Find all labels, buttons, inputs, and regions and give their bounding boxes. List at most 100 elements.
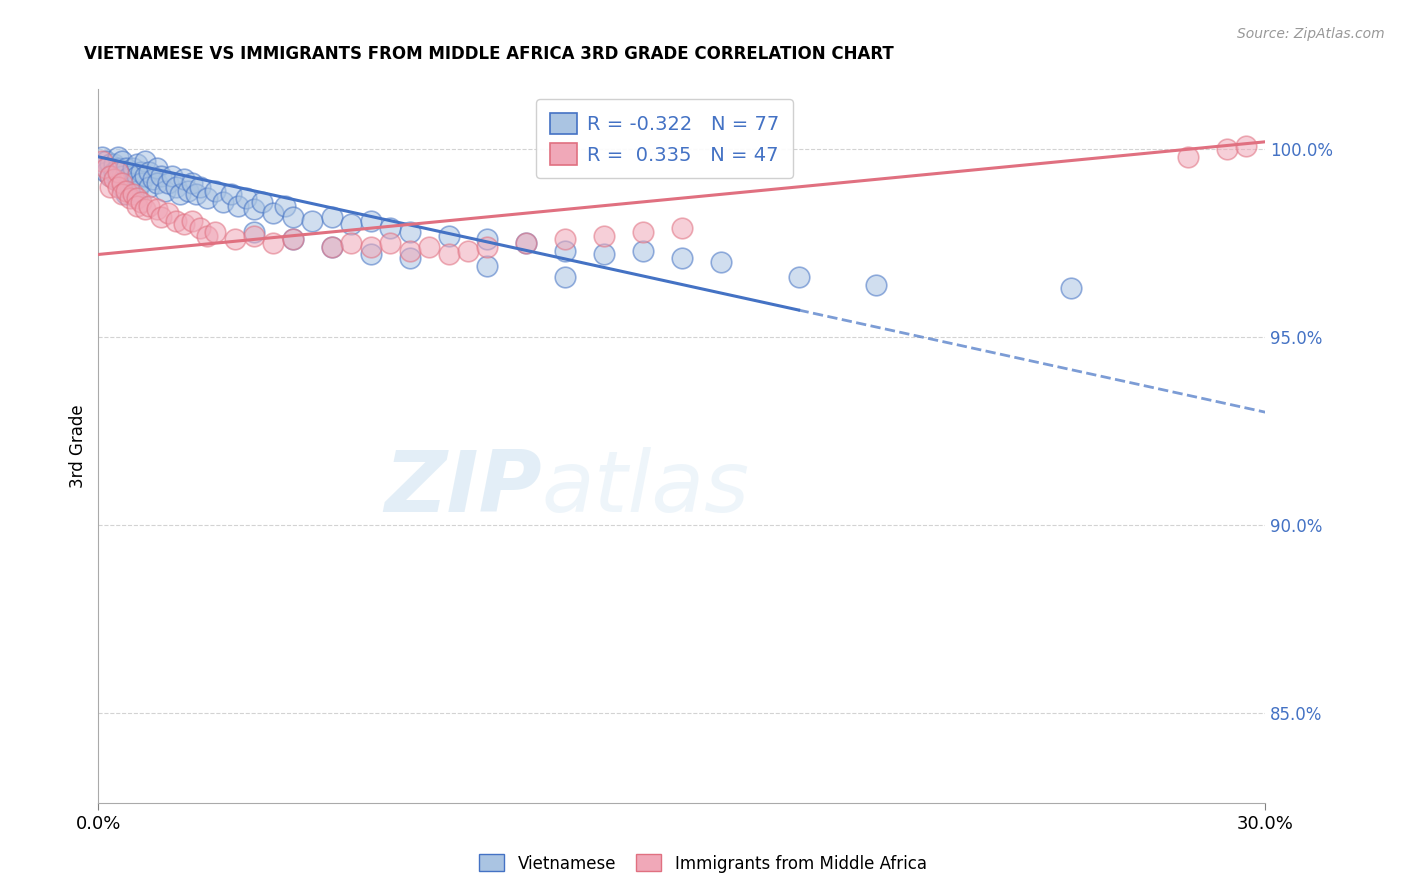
Point bbox=[149, 210, 172, 224]
Point bbox=[243, 228, 266, 243]
Point bbox=[103, 165, 125, 179]
Point bbox=[243, 225, 266, 239]
Point bbox=[103, 157, 125, 171]
Point bbox=[107, 165, 129, 179]
Point bbox=[127, 157, 149, 171]
Point bbox=[138, 179, 160, 194]
Point bbox=[593, 228, 616, 243]
Point bbox=[129, 165, 152, 179]
Point bbox=[114, 161, 136, 175]
Point bbox=[107, 161, 129, 175]
Point bbox=[146, 202, 169, 217]
Point bbox=[593, 247, 616, 261]
Point bbox=[437, 228, 460, 243]
Point bbox=[118, 169, 141, 183]
Point bbox=[1215, 142, 1237, 156]
Point bbox=[554, 270, 576, 285]
Point bbox=[274, 199, 297, 213]
Point bbox=[865, 277, 887, 292]
Point bbox=[103, 172, 125, 186]
Point bbox=[98, 179, 121, 194]
Point bbox=[129, 176, 152, 190]
Point bbox=[138, 165, 160, 179]
Point bbox=[398, 251, 420, 265]
Point bbox=[631, 244, 654, 258]
Point bbox=[134, 202, 156, 217]
Point bbox=[91, 153, 114, 168]
Point bbox=[127, 184, 149, 198]
Point bbox=[127, 191, 149, 205]
Point bbox=[340, 218, 363, 232]
Point bbox=[195, 228, 218, 243]
Legend: R = -0.322   N = 77, R =  0.335   N = 47: R = -0.322 N = 77, R = 0.335 N = 47 bbox=[536, 99, 793, 178]
Point bbox=[165, 179, 187, 194]
Point bbox=[118, 179, 141, 194]
Point bbox=[111, 153, 134, 168]
Point bbox=[1060, 281, 1083, 295]
Point bbox=[262, 206, 284, 220]
Point bbox=[111, 169, 134, 183]
Point bbox=[180, 213, 202, 227]
Y-axis label: 3rd Grade: 3rd Grade bbox=[69, 404, 87, 488]
Point bbox=[360, 240, 382, 254]
Point bbox=[98, 169, 121, 183]
Point bbox=[180, 176, 202, 190]
Point bbox=[142, 172, 165, 186]
Point bbox=[114, 184, 136, 198]
Point bbox=[96, 165, 118, 179]
Point bbox=[129, 194, 152, 209]
Point bbox=[281, 210, 304, 224]
Point bbox=[98, 157, 121, 171]
Point bbox=[111, 179, 134, 194]
Point bbox=[127, 199, 149, 213]
Point bbox=[398, 225, 420, 239]
Point bbox=[184, 187, 207, 202]
Point bbox=[146, 161, 169, 175]
Point bbox=[321, 240, 343, 254]
Point bbox=[437, 247, 460, 261]
Point bbox=[212, 194, 235, 209]
Point bbox=[96, 161, 118, 175]
Point bbox=[321, 240, 343, 254]
Point bbox=[96, 153, 118, 168]
Text: ZIP: ZIP bbox=[384, 447, 541, 531]
Point bbox=[204, 184, 226, 198]
Point bbox=[149, 169, 172, 183]
Point bbox=[122, 161, 145, 175]
Point bbox=[515, 236, 537, 251]
Point bbox=[157, 176, 180, 190]
Text: Source: ZipAtlas.com: Source: ZipAtlas.com bbox=[1237, 27, 1385, 41]
Point bbox=[787, 270, 810, 285]
Point bbox=[107, 179, 129, 194]
Legend: Vietnamese, Immigrants from Middle Africa: Vietnamese, Immigrants from Middle Afric… bbox=[472, 847, 934, 880]
Point bbox=[477, 232, 499, 246]
Point bbox=[631, 225, 654, 239]
Point bbox=[138, 199, 160, 213]
Point bbox=[204, 225, 226, 239]
Point bbox=[118, 191, 141, 205]
Point bbox=[301, 213, 323, 227]
Point bbox=[360, 213, 382, 227]
Point bbox=[111, 187, 134, 202]
Text: atlas: atlas bbox=[541, 447, 749, 531]
Point bbox=[281, 232, 304, 246]
Point bbox=[114, 172, 136, 186]
Point bbox=[262, 236, 284, 251]
Point bbox=[188, 221, 211, 235]
Point bbox=[98, 169, 121, 183]
Point bbox=[281, 232, 304, 246]
Point bbox=[122, 176, 145, 190]
Point bbox=[477, 240, 499, 254]
Point bbox=[219, 187, 242, 202]
Point bbox=[134, 153, 156, 168]
Point bbox=[122, 187, 145, 202]
Point bbox=[195, 191, 218, 205]
Point bbox=[671, 251, 693, 265]
Point bbox=[146, 176, 169, 190]
Point bbox=[360, 247, 382, 261]
Point bbox=[554, 244, 576, 258]
Point bbox=[111, 176, 134, 190]
Point bbox=[250, 194, 273, 209]
Point bbox=[153, 184, 176, 198]
Point bbox=[114, 187, 136, 202]
